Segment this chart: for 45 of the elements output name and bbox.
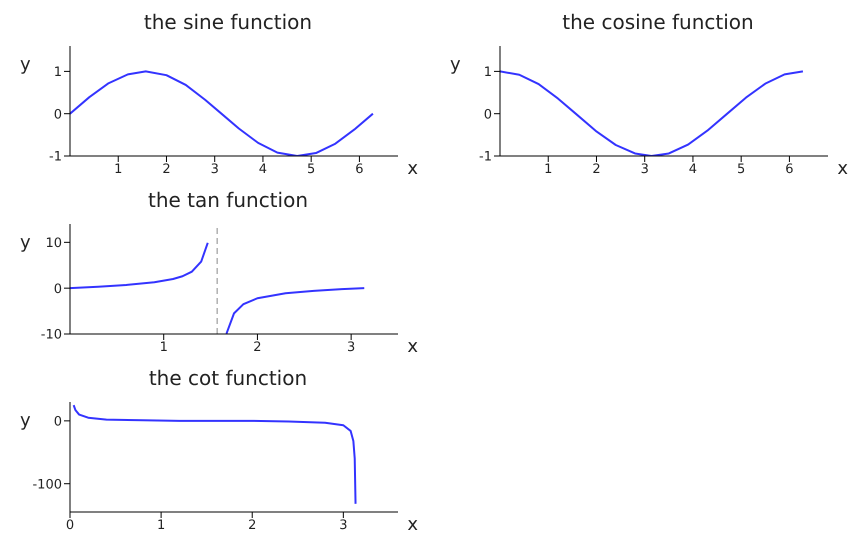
x-tick-label: 6: [785, 162, 794, 178]
x-tick-label: 3: [640, 162, 649, 178]
y-tick-label: 0: [54, 107, 62, 122]
y-axis-title: y: [20, 232, 31, 253]
y-tick-label: 10: [45, 236, 62, 251]
y-tick-label: 1: [484, 65, 492, 80]
x-tick-label: 2: [162, 162, 171, 178]
line-series: [500, 70, 804, 156]
x-tick-label: 2: [253, 340, 262, 356]
y-tick-label: -10: [40, 328, 62, 343]
y-tick-label: -1: [479, 150, 492, 165]
y-tick-label: 0: [484, 107, 492, 122]
x-tick-label: 0: [66, 518, 74, 534]
y-axis-title: y: [450, 54, 461, 75]
x-tick-label: 1: [114, 162, 122, 178]
x-tick-label: 6: [355, 162, 364, 178]
chart-title: the cosine function: [561, 10, 755, 34]
x-axis-title: x: [837, 158, 848, 179]
y-tick-label: -100: [32, 477, 62, 492]
chart-title: the tan function: [146, 188, 309, 212]
x-tick-label: 3: [210, 162, 219, 178]
chart-title: the sine function: [142, 10, 314, 34]
y-tick-label: 1: [54, 65, 62, 80]
y-tick-label: -1: [49, 150, 62, 165]
y-tick-label: 0: [54, 282, 62, 297]
x-axis-title: x: [407, 514, 418, 535]
y-axis-title: y: [20, 54, 31, 75]
x-tick-label: 4: [688, 162, 698, 178]
line-series: [72, 404, 357, 505]
y-axis-title: y: [20, 410, 31, 431]
x-axis-title: x: [407, 158, 418, 179]
x-tick-label: 4: [258, 162, 268, 178]
x-tick-label: 3: [339, 518, 348, 534]
line-series: [70, 70, 374, 156]
chart-title: the cot function: [148, 366, 308, 390]
x-tick-label: 2: [592, 162, 601, 178]
x-tick-label: 1: [156, 518, 166, 534]
x-tick-label: 5: [307, 162, 316, 178]
x-tick-label: 5: [737, 162, 746, 178]
x-tick-label: 1: [160, 340, 168, 356]
x-tick-label: 1: [544, 162, 552, 178]
x-tick-label: 2: [248, 518, 256, 534]
x-axis-title: x: [407, 336, 418, 357]
y-tick-label: 0: [54, 414, 62, 430]
x-tick-label: 3: [347, 340, 356, 356]
